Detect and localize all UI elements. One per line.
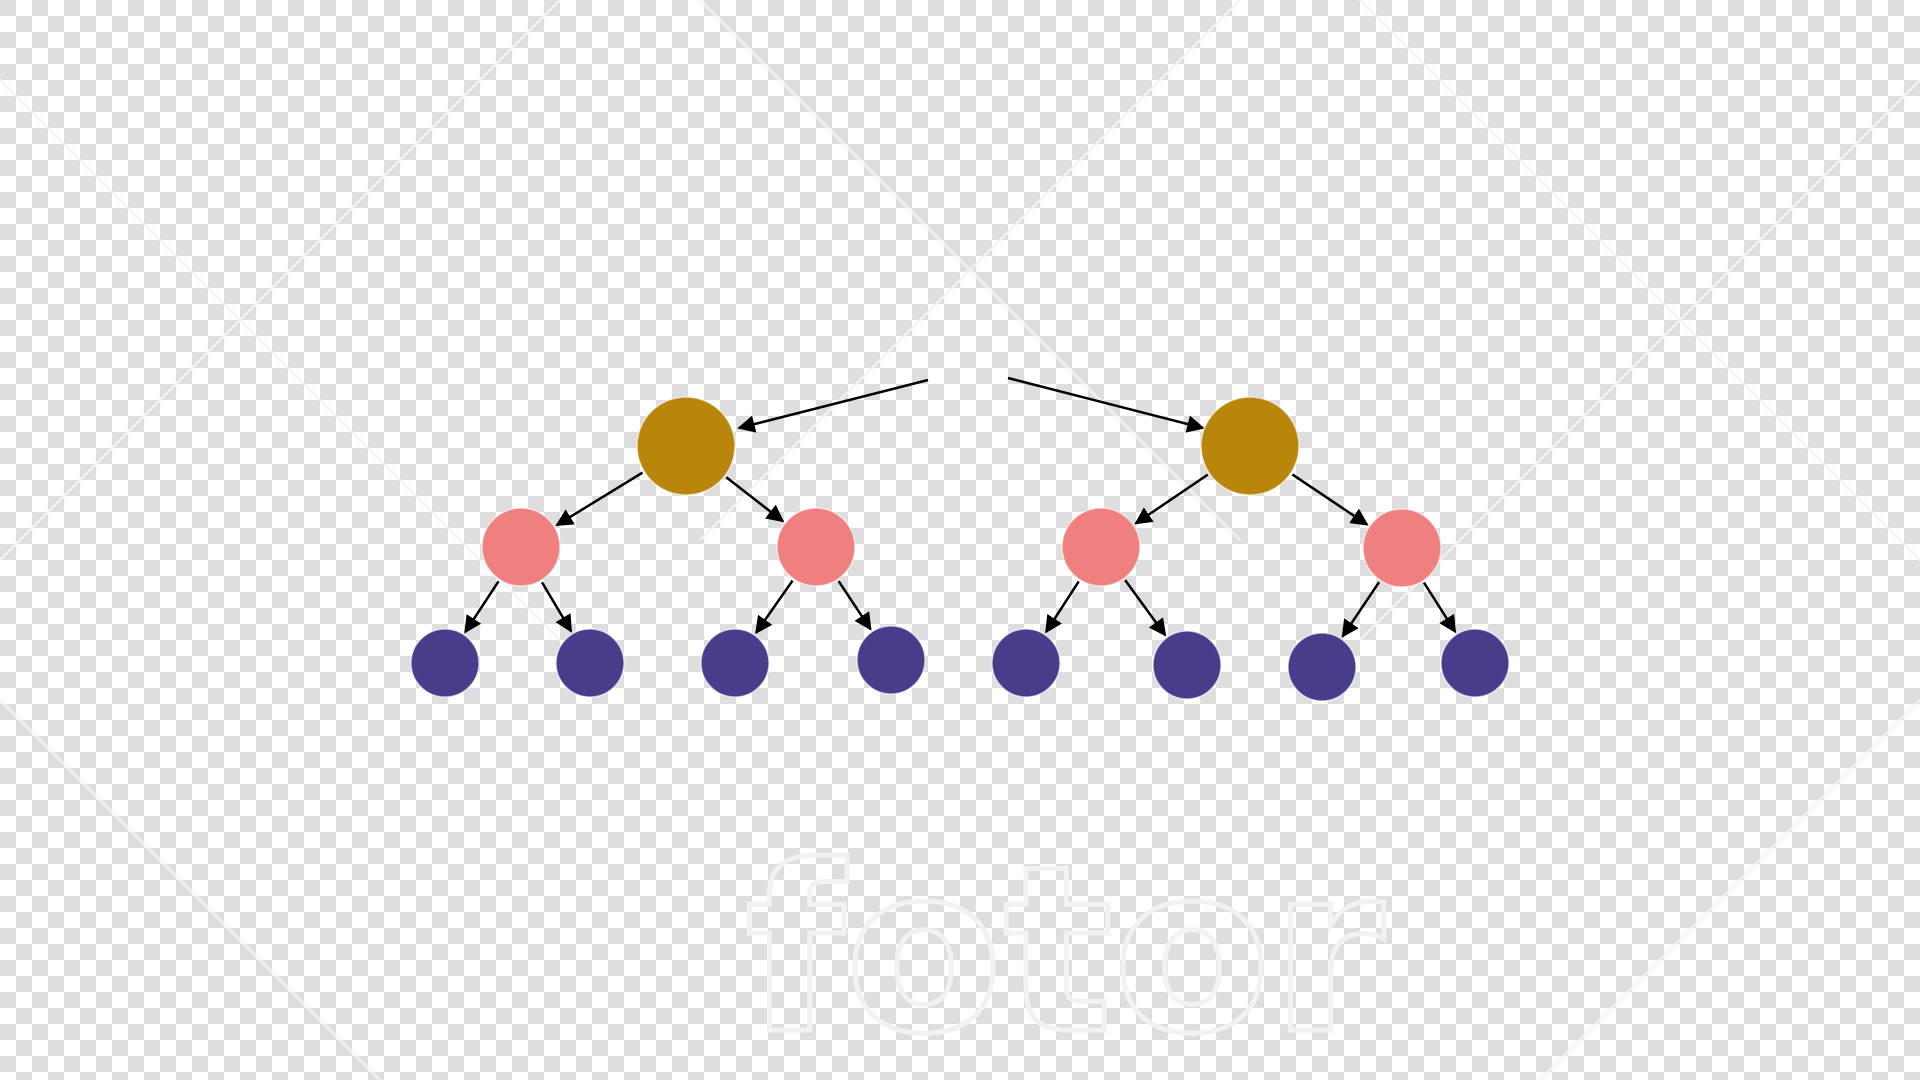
tree-node-level-2-3 bbox=[1061, 507, 1141, 587]
tree-node-level-3-3 bbox=[700, 628, 770, 698]
edge-l2-0-1 bbox=[540, 581, 573, 633]
edge-root-arrow-left bbox=[737, 378, 929, 433]
edge-root-arrow-right bbox=[1007, 376, 1205, 433]
tree-node-level-3-7 bbox=[1287, 632, 1357, 702]
edge-l2-2-0 bbox=[1045, 580, 1080, 634]
tree-node-level-3-4 bbox=[856, 625, 926, 695]
edge-l2-1-1 bbox=[837, 580, 872, 631]
edge-l1-1-0 bbox=[1134, 473, 1209, 525]
tree-node-level-3-6 bbox=[1152, 630, 1222, 700]
tree-node-level-3-1 bbox=[410, 628, 480, 698]
edge-l1-0-1 bbox=[725, 476, 785, 523]
edge-l2-2-1 bbox=[1124, 579, 1167, 637]
edge-l2-3-1 bbox=[1422, 581, 1457, 634]
tree-node-level-1-2 bbox=[1200, 396, 1300, 496]
edge-l1-0-0 bbox=[555, 471, 644, 527]
edge-l1-1-1 bbox=[1291, 473, 1369, 526]
tree-node-level-1-1 bbox=[636, 396, 736, 496]
edge-l2-1-0 bbox=[755, 579, 794, 635]
tree-node-level-3-5 bbox=[991, 628, 1061, 698]
tree-node-level-2-4 bbox=[1362, 508, 1442, 588]
watermark: fotor bbox=[745, 818, 1384, 1080]
tree-node-level-3-2 bbox=[555, 628, 625, 698]
edge-l2-3-0 bbox=[1341, 581, 1381, 638]
tree-node-level-3-8 bbox=[1440, 628, 1510, 698]
edges-layer bbox=[464, 376, 1457, 638]
tree-node-level-2-2 bbox=[776, 507, 856, 587]
nodes-layer bbox=[410, 396, 1510, 702]
edge-l2-0-0 bbox=[464, 580, 500, 634]
tree-node-level-2-1 bbox=[481, 507, 561, 587]
